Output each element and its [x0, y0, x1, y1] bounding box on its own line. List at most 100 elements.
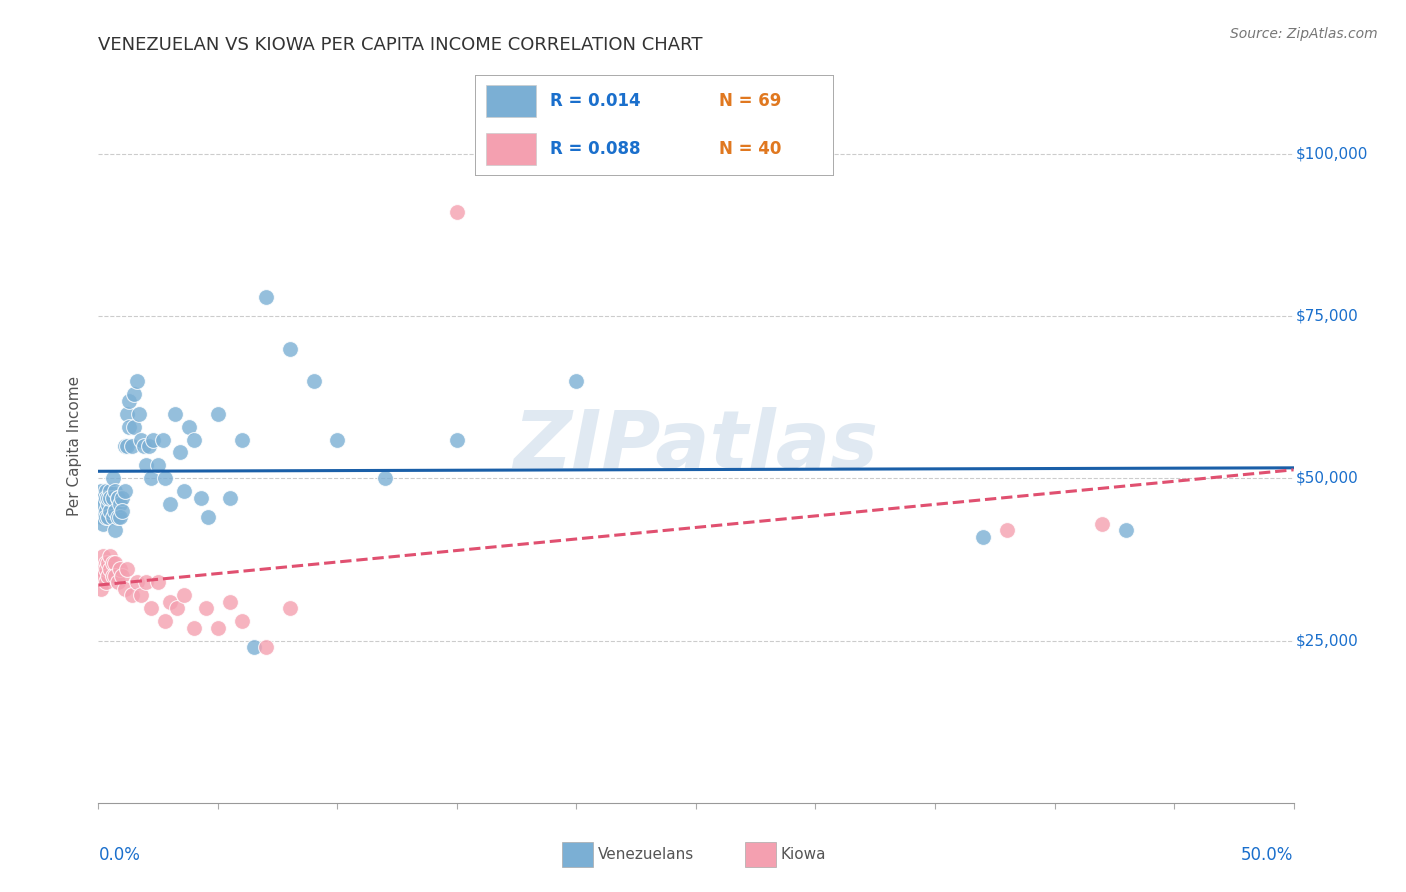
Point — [995, 524, 1018, 538]
Point — [98, 484, 122, 499]
Point — [91, 516, 114, 531]
Point — [163, 407, 186, 421]
Point — [183, 433, 205, 447]
Point — [101, 491, 124, 505]
Point — [97, 510, 120, 524]
Point — [254, 290, 277, 304]
Point — [98, 504, 122, 518]
Point — [1091, 516, 1114, 531]
Text: $75,000: $75,000 — [1296, 309, 1358, 324]
Point — [446, 433, 468, 447]
Point — [124, 387, 146, 401]
Point — [104, 504, 127, 518]
Point — [118, 393, 141, 408]
Point — [128, 407, 150, 421]
Point — [565, 374, 588, 388]
Point — [107, 510, 129, 524]
Point — [114, 582, 136, 596]
Point — [148, 575, 170, 590]
Point — [91, 497, 114, 511]
Point — [107, 491, 129, 505]
Point — [115, 439, 138, 453]
Y-axis label: Per Capita Income: Per Capita Income — [67, 376, 83, 516]
Text: Source: ZipAtlas.com: Source: ZipAtlas.com — [1230, 27, 1378, 41]
Point — [152, 433, 174, 447]
Point — [115, 407, 138, 421]
Point — [101, 471, 124, 485]
Point — [179, 419, 201, 434]
Point — [91, 491, 114, 505]
Point — [155, 614, 177, 628]
Point — [121, 588, 143, 602]
Point — [101, 568, 124, 582]
Point — [194, 601, 217, 615]
Point — [108, 562, 131, 576]
Point — [139, 601, 162, 615]
Point — [101, 556, 124, 570]
Text: $50,000: $50,000 — [1296, 471, 1358, 486]
Point — [125, 575, 148, 590]
Point — [111, 491, 134, 505]
Point — [142, 433, 165, 447]
Point — [108, 510, 131, 524]
Point — [139, 471, 162, 485]
Point — [98, 491, 122, 505]
Point — [131, 588, 153, 602]
Point — [101, 510, 124, 524]
Point — [207, 407, 229, 421]
Point — [183, 621, 205, 635]
Point — [121, 439, 143, 453]
Point — [207, 621, 229, 635]
Point — [169, 445, 191, 459]
Text: 0.0%: 0.0% — [98, 846, 141, 863]
Point — [97, 556, 120, 570]
Point — [190, 491, 212, 505]
Point — [155, 471, 177, 485]
Point — [98, 549, 122, 564]
Point — [97, 497, 120, 511]
Point — [972, 530, 994, 544]
Point — [159, 595, 181, 609]
Bar — [485, 133, 536, 165]
Point — [326, 433, 349, 447]
Point — [104, 484, 127, 499]
Point — [94, 484, 117, 499]
Text: Kiowa: Kiowa — [780, 847, 825, 862]
Text: Venezuelans: Venezuelans — [598, 847, 693, 862]
Point — [91, 549, 114, 564]
Point — [94, 491, 117, 505]
Point — [94, 556, 117, 570]
Point — [94, 504, 117, 518]
Point — [118, 419, 141, 434]
Point — [115, 562, 138, 576]
Point — [125, 374, 148, 388]
Point — [131, 433, 153, 447]
Point — [98, 562, 122, 576]
Point — [104, 524, 127, 538]
Point — [124, 419, 146, 434]
Point — [159, 497, 181, 511]
Text: N = 40: N = 40 — [718, 140, 782, 158]
Point — [278, 601, 301, 615]
Point — [446, 205, 468, 219]
Point — [219, 491, 242, 505]
Point — [231, 433, 253, 447]
Point — [90, 562, 112, 576]
Point — [132, 439, 155, 453]
Text: $25,000: $25,000 — [1296, 633, 1358, 648]
Point — [219, 595, 242, 609]
Point — [173, 484, 195, 499]
Point — [231, 614, 253, 628]
Point — [243, 640, 266, 654]
Point — [94, 510, 117, 524]
Point — [104, 556, 127, 570]
Point — [108, 497, 131, 511]
Point — [135, 458, 157, 473]
Point — [197, 510, 219, 524]
Point — [114, 439, 136, 453]
Point — [107, 491, 129, 505]
Text: R = 0.014: R = 0.014 — [550, 92, 641, 110]
Bar — [485, 85, 536, 117]
Text: R = 0.088: R = 0.088 — [550, 140, 641, 158]
Point — [114, 484, 136, 499]
